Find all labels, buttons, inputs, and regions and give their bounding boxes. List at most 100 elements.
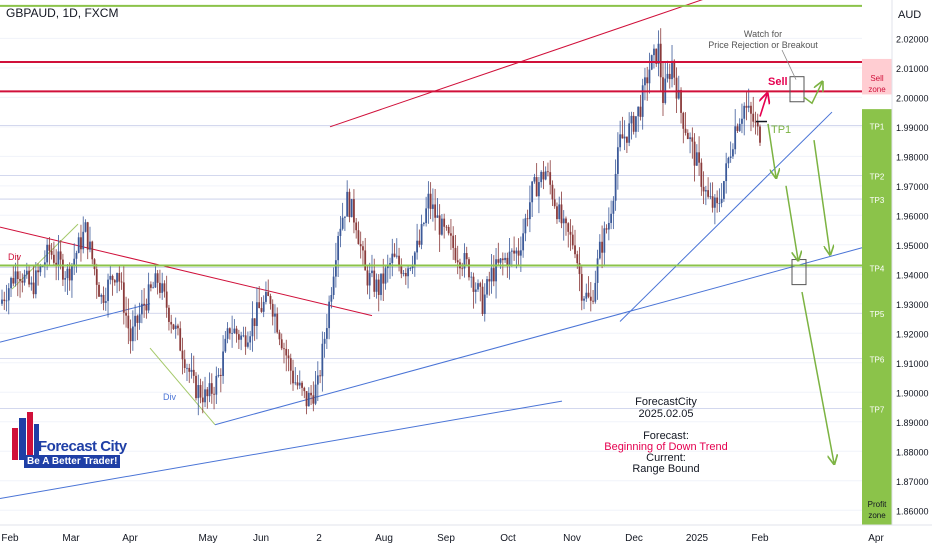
candle-body bbox=[258, 302, 261, 309]
early-support-line bbox=[0, 303, 151, 343]
candle-body bbox=[682, 112, 685, 129]
candle-body bbox=[197, 385, 200, 399]
candle-body bbox=[71, 264, 73, 281]
candle-body bbox=[583, 298, 585, 301]
info-current-label: Current: bbox=[646, 452, 686, 464]
candle-body bbox=[659, 43, 662, 78]
candle-body bbox=[495, 259, 497, 282]
candle-body bbox=[368, 273, 371, 286]
candle-body bbox=[16, 271, 19, 280]
trendlines bbox=[0, 0, 863, 499]
candle-body bbox=[348, 191, 351, 218]
candle-body bbox=[551, 184, 554, 200]
arrow-down-tp3 bbox=[813, 139, 830, 254]
candle-body bbox=[553, 199, 556, 207]
candle-body bbox=[321, 343, 324, 377]
candle-body bbox=[673, 60, 676, 78]
price-axis[interactable]: 2.02000 2.01000 2.00000 1.99000 1.98000 1.970… bbox=[891, 0, 932, 525]
candle-body bbox=[547, 171, 549, 173]
candle-body bbox=[5, 300, 8, 302]
candle-body bbox=[170, 321, 173, 325]
candle-body bbox=[689, 137, 691, 140]
candle-body bbox=[416, 240, 418, 253]
candle-body bbox=[644, 77, 646, 86]
candle-body bbox=[307, 392, 310, 407]
candle-body bbox=[19, 279, 21, 281]
candle-body bbox=[479, 283, 482, 287]
candle-body bbox=[43, 262, 46, 267]
candle-body bbox=[668, 73, 671, 80]
candle-body bbox=[585, 292, 588, 299]
candle-body bbox=[208, 383, 211, 397]
candle-body bbox=[267, 292, 270, 296]
candle-body bbox=[542, 171, 545, 180]
horizontal-levels bbox=[0, 4, 862, 267]
candle-body bbox=[436, 215, 439, 218]
candle-body bbox=[560, 204, 563, 224]
candle-body bbox=[716, 197, 719, 204]
candle-body bbox=[425, 208, 428, 224]
candle-body bbox=[28, 270, 30, 285]
time-tick-label: Feb bbox=[751, 533, 769, 544]
candle-body bbox=[143, 303, 146, 306]
candle-body bbox=[465, 253, 468, 260]
candle-body bbox=[562, 218, 565, 224]
candle-body bbox=[607, 222, 610, 230]
candle-body bbox=[695, 152, 698, 166]
candle-body bbox=[596, 258, 599, 283]
candle-body bbox=[152, 287, 155, 289]
candle-body bbox=[12, 277, 15, 284]
candle-body bbox=[251, 318, 254, 337]
candle-body bbox=[138, 314, 141, 323]
candle-body bbox=[219, 374, 222, 376]
time-tick-label: Mar bbox=[62, 533, 80, 544]
long-support-line bbox=[0, 400, 563, 499]
candle-body bbox=[456, 260, 459, 263]
candle-body bbox=[483, 294, 486, 314]
currency-label[interactable]: AUD bbox=[898, 9, 922, 21]
candle-body bbox=[747, 105, 750, 108]
candle-body bbox=[131, 326, 134, 342]
candle-body bbox=[621, 134, 624, 139]
price-tick-label: 1.97000 bbox=[896, 182, 929, 192]
candle-body bbox=[21, 280, 24, 283]
candle-body bbox=[528, 202, 531, 220]
candle-body bbox=[709, 196, 712, 198]
candle-body bbox=[7, 288, 10, 301]
candle-body bbox=[612, 200, 615, 214]
candle-body bbox=[589, 296, 592, 301]
time-axis[interactable]: Feb Mar Apr May Jun 2 Aug Sep Oct Nov Dec 2025 Feb Ap… bbox=[0, 524, 932, 544]
candle-body bbox=[407, 268, 409, 277]
candle-body bbox=[188, 367, 191, 372]
candle-body bbox=[472, 276, 475, 292]
symbol-header[interactable]: GBPAUD, 1D, FXCM bbox=[6, 6, 119, 20]
sell-label: Sell bbox=[768, 76, 788, 88]
candle-body bbox=[246, 342, 249, 347]
candle-body bbox=[113, 280, 116, 283]
price-tick-label: 1.89000 bbox=[896, 418, 929, 428]
candle-body bbox=[362, 246, 364, 251]
candle-body bbox=[720, 198, 723, 203]
time-tick-label: Aug bbox=[375, 533, 393, 544]
candle-body bbox=[398, 255, 400, 265]
candle-body bbox=[213, 393, 215, 395]
candle-body bbox=[452, 235, 455, 248]
target-label-tp4: TP4 bbox=[870, 265, 885, 274]
candle-body bbox=[249, 336, 252, 343]
candle-body bbox=[729, 156, 732, 158]
candle-body bbox=[161, 283, 164, 293]
candle-body bbox=[366, 270, 369, 286]
candle-body bbox=[580, 273, 583, 301]
candle-body bbox=[134, 315, 137, 327]
candle-body bbox=[57, 251, 60, 265]
candle-body bbox=[704, 190, 707, 192]
candle-body bbox=[594, 282, 597, 302]
candle-body bbox=[533, 177, 536, 182]
candle-body bbox=[339, 228, 342, 237]
candle-body bbox=[684, 128, 687, 133]
candle-body bbox=[86, 222, 89, 250]
candle-body bbox=[23, 274, 26, 283]
candle-body bbox=[186, 367, 188, 369]
candle-body bbox=[711, 196, 714, 208]
